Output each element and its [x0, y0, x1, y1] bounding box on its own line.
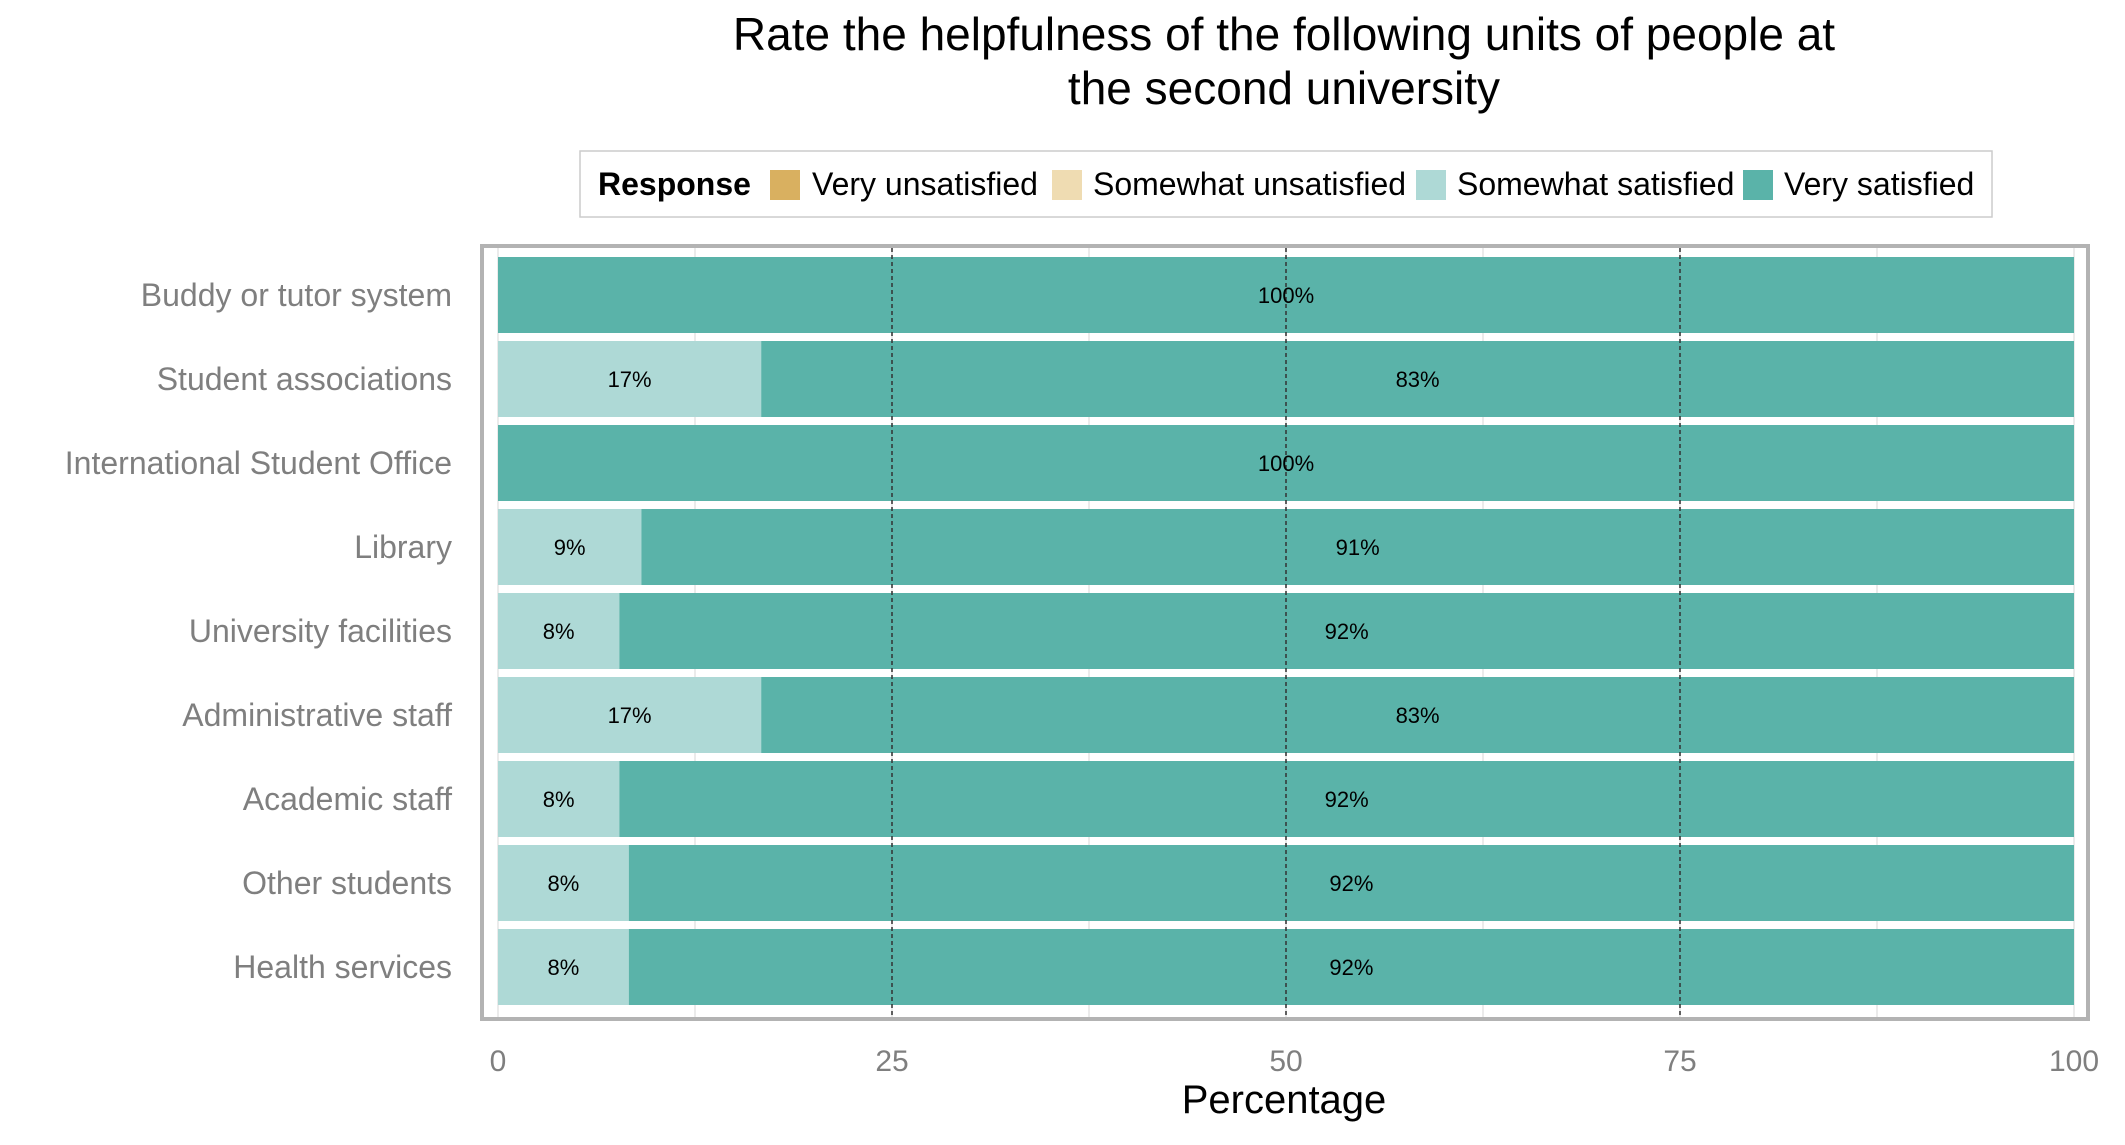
category-label: International Student Office	[65, 445, 452, 481]
chart-title-line-1: Rate the helpfulness of the following un…	[733, 8, 1835, 60]
bar-segment	[628, 845, 2074, 921]
x-tick-label: 25	[875, 1045, 908, 1078]
chart-title-line-2: the second university	[1068, 62, 1500, 114]
category-label: Academic staff	[243, 781, 452, 817]
bar-segment	[498, 677, 762, 753]
x-tick-label: 75	[1663, 1045, 1696, 1078]
data-label: 8%	[543, 619, 575, 644]
data-label: 8%	[548, 871, 580, 896]
category-label: Administrative staff	[182, 697, 452, 733]
data-label: 92%	[1325, 787, 1369, 812]
bar-segment	[498, 509, 642, 585]
x-tick-label: 100	[2049, 1045, 2099, 1078]
data-label: 91%	[1336, 535, 1380, 560]
legend-label: Somewhat unsatisfied	[1093, 166, 1406, 202]
bar-segment	[619, 593, 2074, 669]
data-label: 100%	[1258, 283, 1314, 308]
plot-panel	[480, 244, 2090, 1021]
x-axis-title: Percentage	[1182, 1078, 1387, 1122]
legend-key	[1743, 170, 1773, 200]
bars	[498, 257, 2074, 1005]
data-label: 83%	[1396, 703, 1440, 728]
x-axis: 0 25 50 75 100	[490, 1045, 2099, 1078]
bar-segment	[498, 341, 762, 417]
legend-label: Somewhat satisfied	[1457, 166, 1734, 202]
category-label: Student associations	[157, 361, 452, 397]
data-label: 83%	[1396, 367, 1440, 392]
y-axis: Buddy or tutor system Student association…	[65, 277, 452, 985]
bar-segment	[761, 677, 2074, 753]
plot-border	[480, 244, 2090, 1021]
legend-label: Very satisfied	[1784, 166, 1974, 202]
reference-lines	[891, 248, 1681, 1017]
data-labels: 100% 17% 83% 100% 9% 91% 8% 92% 17% 83% 8% 92% 8% 92%…	[543, 283, 1440, 980]
data-label: 92%	[1329, 871, 1373, 896]
bar-segment	[628, 929, 2074, 1005]
data-label: 17%	[608, 703, 652, 728]
category-label: Health services	[233, 949, 452, 985]
chart-title: Rate the helpfulness of the following un…	[733, 8, 1835, 114]
bar-segment	[498, 593, 620, 669]
bar-segment	[619, 761, 2074, 837]
data-label: 9%	[554, 535, 586, 560]
legend-label: Very unsatisfied	[812, 166, 1038, 202]
data-label: 92%	[1325, 619, 1369, 644]
bar-segment	[498, 761, 620, 837]
legend: Response Very unsatisfied Somewhat unsatis…	[579, 150, 1993, 218]
legend-key	[770, 170, 800, 200]
category-label: University facilities	[189, 613, 452, 649]
bar-segment	[498, 929, 629, 1005]
category-label: Buddy or tutor system	[141, 277, 452, 313]
bar-segment	[641, 509, 2074, 585]
legend-title: Response	[598, 166, 751, 202]
legend-key	[1052, 170, 1082, 200]
category-label: Other students	[242, 865, 452, 901]
data-label: 17%	[608, 367, 652, 392]
legend-key	[1416, 170, 1446, 200]
data-label: 8%	[543, 787, 575, 812]
bar-segment	[498, 845, 629, 921]
bar-segment	[761, 341, 2074, 417]
category-label: Library	[354, 529, 452, 565]
data-label: 92%	[1329, 955, 1373, 980]
x-tick-label: 0	[490, 1045, 507, 1078]
data-label: 100%	[1258, 451, 1314, 476]
x-tick-label: 50	[1269, 1045, 1302, 1078]
data-label: 8%	[548, 955, 580, 980]
